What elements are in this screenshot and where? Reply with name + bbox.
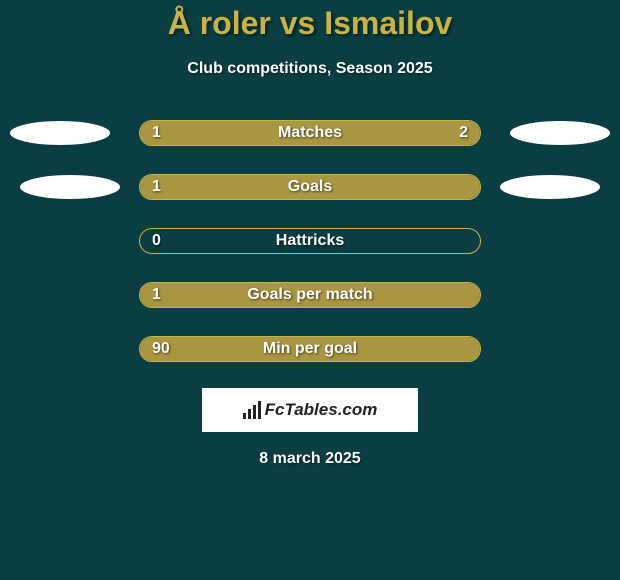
stat-bar: 0 Hattricks — [139, 228, 481, 254]
stat-value-right: 2 — [459, 124, 468, 142]
date-text: 8 march 2025 — [0, 450, 620, 468]
stat-row: 90 Min per goal — [0, 334, 620, 364]
comparison-container: Å roler vs Ismailov Club competitions, S… — [0, 0, 620, 468]
stat-label: Min per goal — [263, 340, 357, 358]
player-left-ellipse — [10, 121, 110, 145]
stat-value-left: 1 — [152, 178, 161, 196]
stat-value-left: 1 — [152, 124, 161, 142]
player-left-ellipse — [20, 175, 120, 199]
footer-logo: FcTables.com — [243, 400, 378, 420]
stat-row: 0 Hattricks — [0, 226, 620, 256]
logo-bar-segment — [253, 405, 256, 419]
stat-value-left: 0 — [152, 232, 161, 250]
stat-value-left: 90 — [152, 340, 170, 358]
stats-rows: 1 Matches 2 1 Goals 0 Hattricks 1 Goals per matc… — [0, 118, 620, 364]
stat-bar: 1 Goals — [139, 174, 481, 200]
player-right-ellipse — [510, 121, 610, 145]
stat-row: 1 Matches 2 — [0, 118, 620, 148]
logo-bar-segment — [243, 413, 246, 419]
bars-icon — [243, 401, 261, 419]
stat-bar: 1 Matches 2 — [139, 120, 481, 146]
page-subtitle: Club competitions, Season 2025 — [0, 60, 620, 78]
footer-brand-box[interactable]: FcTables.com — [202, 388, 418, 432]
stat-row: 1 Goals — [0, 172, 620, 202]
logo-bar-segment — [258, 401, 261, 419]
stat-label: Hattricks — [276, 232, 344, 250]
stat-value-left: 1 — [152, 286, 161, 304]
stat-row: 1 Goals per match — [0, 280, 620, 310]
player-right-ellipse — [500, 175, 600, 199]
stat-label: Matches — [278, 124, 342, 142]
stat-bar: 1 Goals per match — [139, 282, 481, 308]
stat-label: Goals — [288, 178, 332, 196]
logo-bar-segment — [248, 409, 251, 419]
stat-label: Goals per match — [247, 286, 372, 304]
stat-bar: 90 Min per goal — [139, 336, 481, 362]
page-title: Å roler vs Ismailov — [0, 5, 620, 42]
footer-brand-text: FcTables.com — [265, 400, 378, 420]
